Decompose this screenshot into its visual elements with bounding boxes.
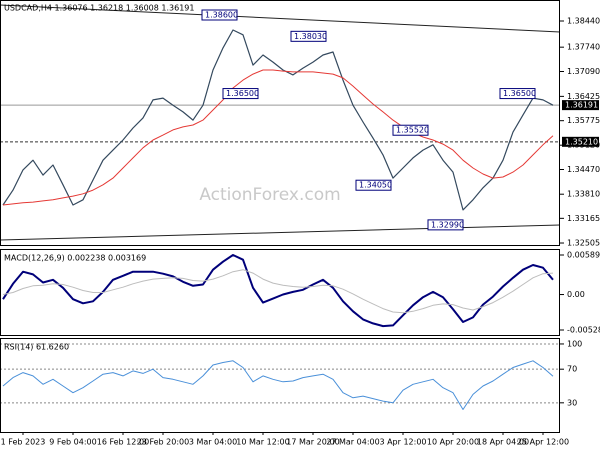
x-tick-label: 17 Mar 20:00 [286,438,339,447]
y-tick-label: 1.37740 [567,43,600,52]
x-tick-label: 9 Feb 04:00 [49,438,96,447]
annotation-box [355,179,392,191]
series-line [2,360,554,410]
x-tick-label: 10 Apr 20:00 [427,438,479,447]
x-tick-label: 10 Mar 12:00 [236,438,289,447]
x-tick-label: 3 Apr 12:00 [379,438,426,447]
price-label-box [562,100,599,111]
annotation-box [392,124,429,136]
y-tick-label: 1.38440 [567,16,600,25]
series-line [2,254,554,328]
series-line [2,29,554,211]
annotation-label: 1.34050 [359,181,392,190]
annotation-box [499,88,536,100]
y-tick-label: 70 [567,365,577,374]
panel-title: MACD(12,26,9) 0.002238 0.003169 [4,254,146,263]
y-tick-label: 1.36425 [567,92,600,101]
annotation-box [201,9,238,21]
x-tick-label: 25 Apr 12:00 [517,438,569,447]
x-tick-label: 16 Feb 12:00 [97,438,149,447]
y-tick-label: -0.005286 [567,326,600,335]
price-label: 1.36191 [565,101,598,110]
y-tick-label: 1.37090 [567,67,600,76]
y-tick-label: 30 [567,398,577,407]
series-line [2,269,554,314]
rsi-panel [0,338,560,433]
y-tick-label: 1.33165 [567,214,600,223]
x-tick-label: 1 Feb 2023 [1,438,46,447]
y-tick-label: 1.35775 [567,116,600,125]
y-tick-label: 1.32505 [567,239,600,248]
price-label-box [562,136,599,147]
annotation-label: 1.32990 [431,220,464,229]
plot-layer [0,29,560,410]
x-tick-label: 23 Feb 20:00 [137,438,189,447]
x-tick-label: 3 Mar 04:00 [189,438,237,447]
price-panel [0,0,560,246]
trend-line [0,224,561,241]
price-label: 1.35210 [565,137,598,146]
annotation-label: 1.36500 [226,89,259,98]
y-tick-label: 100 [567,339,582,348]
x-tick-label: 18 Apr 04:00 [477,438,529,447]
watermark: ActionForex.com [199,185,340,205]
y-tick-label: 1.33810 [567,190,600,199]
annotation-box [290,30,327,42]
panel-title: RSI(14) 61.6260 [4,343,69,352]
y-tick-label: 1.34470 [567,165,600,174]
macd-panel [0,249,560,336]
annotation-label: 1.38600 [205,11,238,20]
x-tick-label: 27 Mar 04:00 [326,438,379,447]
trend-line [0,4,561,33]
series-line [2,69,554,206]
y-tick-label: 0.005895 [567,250,600,259]
annotation-label: 1.36500 [503,89,536,98]
panel-title: USDCAD,H4 1.36076 1.36218 1.36008 1.3619… [4,4,194,13]
annotation-box [427,219,464,231]
annotation-label: 1.35520 [396,126,429,135]
annotation-box [222,88,259,100]
y-tick-label: 0.00 [567,290,585,299]
annotation-label: 1.38030 [294,32,327,41]
